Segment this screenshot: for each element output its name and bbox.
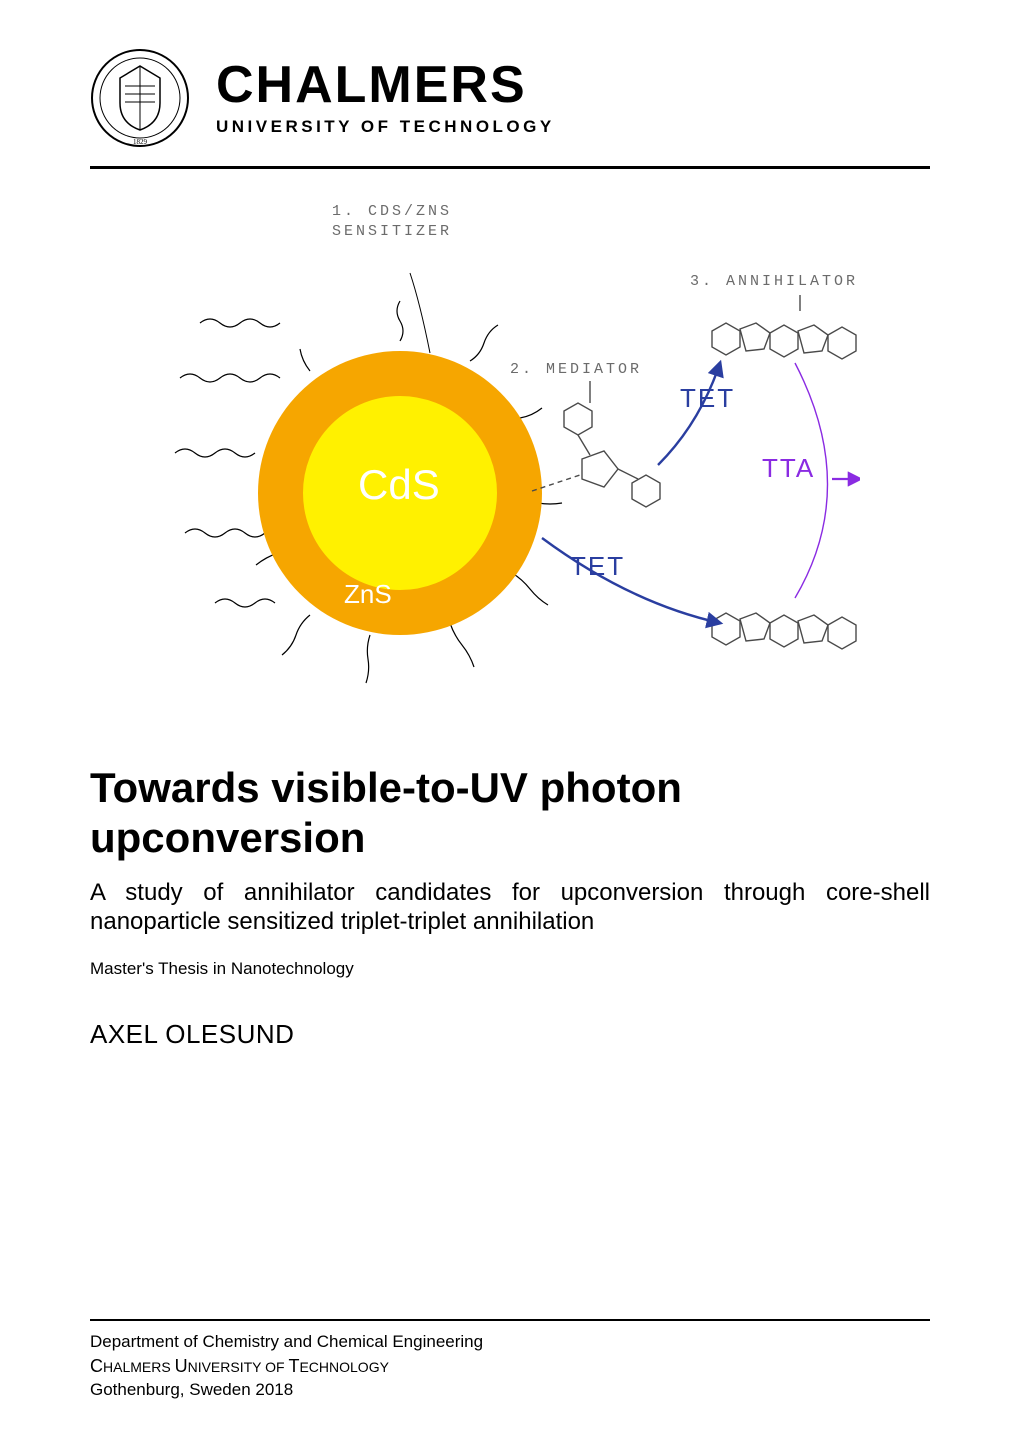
sensitizer-label-2: SENSITIZER <box>332 223 452 240</box>
tet-label-1: TET <box>680 383 735 414</box>
mediator-label: 2. MEDIATOR <box>510 361 642 378</box>
wordmark-block: CHALMERS UNIVERSITY OF TECHNOLOGY <box>216 59 555 137</box>
svg-text:1829: 1829 <box>133 138 148 146</box>
university-seal-icon: 1829 <box>90 48 190 148</box>
inst-line: CHALMERS UNIVERSITY OF TECHNOLOGY <box>90 1354 930 1379</box>
rule-bottom <box>90 1319 930 1321</box>
thesis-line: Master's Thesis in Nanotechnology <box>90 959 930 979</box>
annihilator-top-icon <box>712 323 856 359</box>
title-block: Towards visible-to-UV photon upconversio… <box>90 763 930 1050</box>
core-text: CdS <box>358 461 440 509</box>
sensitizer-label-1: 1. CDS/ZNS <box>332 203 452 220</box>
header-row: 1829 CHALMERS UNIVERSITY OF TECHNOLOGY <box>90 48 930 148</box>
wordmark-sub: UNIVERSITY OF TECHNOLOGY <box>216 117 555 137</box>
tet-label-2: TET <box>570 551 625 582</box>
tta-label: TTA <box>762 453 815 484</box>
rule-top <box>90 166 930 169</box>
author: AXEL OLESUND <box>90 1019 930 1050</box>
annihilator-bottom-icon <box>712 613 856 649</box>
subtitle: A study of annihilator candidates for up… <box>90 878 930 937</box>
dept-line: Department of Chemistry and Chemical Eng… <box>90 1331 930 1354</box>
annihilator-label: 3. ANNIHILATOR <box>690 273 858 290</box>
shell-text: ZnS <box>344 579 392 610</box>
wordmark-main: CHALMERS <box>216 59 555 111</box>
tet-arrow-1 <box>658 363 720 465</box>
mediator-molecule-icon <box>532 403 660 507</box>
footer-block: Department of Chemistry and Chemical Eng… <box>90 1319 930 1402</box>
place-line: Gothenburg, Sweden 2018 <box>90 1379 930 1402</box>
title-line-2: upconversion <box>90 813 930 863</box>
tet-arrow-2 <box>542 538 720 623</box>
cover-diagram: 1. CDS/ZNS SENSITIZER 2. MEDIATOR 3. ANN… <box>90 203 930 723</box>
title-line-1: Towards visible-to-UV photon <box>90 763 930 813</box>
